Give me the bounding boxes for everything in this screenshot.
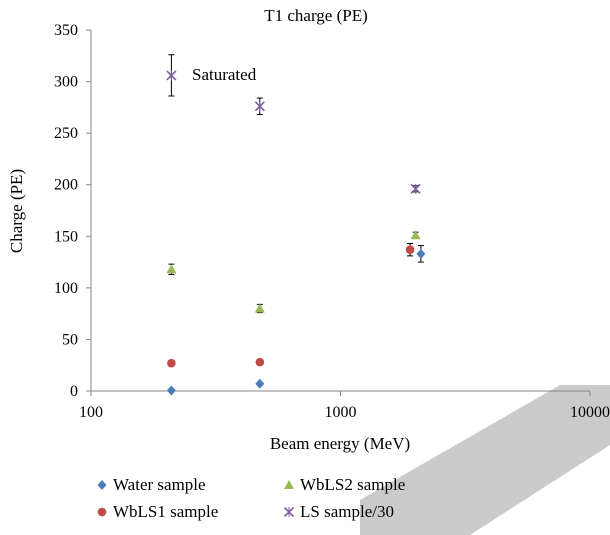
legend-label: Water sample bbox=[113, 475, 206, 494]
x-ticks: 100 1000 10000 bbox=[79, 391, 610, 421]
y-axis-label: Charge (PE) bbox=[7, 169, 26, 253]
data-point bbox=[255, 378, 265, 389]
y-tick-label: 300 bbox=[54, 74, 78, 91]
data-markers bbox=[166, 70, 426, 396]
legend: Water sample WbLS1 sample WbLS2 sample LS s… bbox=[97, 475, 405, 521]
data-point bbox=[166, 70, 177, 81]
legend-item: LS sample/30 bbox=[283, 502, 394, 521]
x-tick-label: 10000 bbox=[570, 404, 610, 421]
legend-marker bbox=[97, 480, 107, 490]
data-point bbox=[166, 385, 176, 396]
error-bars bbox=[168, 54, 424, 314]
legend-item: WbLS2 sample bbox=[284, 475, 405, 494]
y-tick-label: 150 bbox=[54, 228, 78, 245]
data-point bbox=[410, 183, 421, 194]
y-tick-label: 250 bbox=[54, 125, 78, 142]
legend-marker bbox=[97, 507, 107, 517]
data-point bbox=[410, 230, 421, 240]
legend-label: WbLS1 sample bbox=[113, 502, 218, 521]
y-ticks: 0 50 100 150 200 250 300 350 bbox=[54, 22, 91, 400]
legend-item: Water sample bbox=[97, 475, 206, 494]
y-tick-label: 50 bbox=[62, 331, 78, 348]
data-point bbox=[254, 303, 265, 313]
x-tick-label: 100 bbox=[79, 404, 103, 421]
y-tick-label: 100 bbox=[54, 280, 78, 297]
data-point bbox=[167, 358, 176, 368]
legend-marker bbox=[283, 506, 295, 518]
x-tick-label: 1000 bbox=[325, 404, 357, 421]
chart-title: T1 charge (PE) bbox=[264, 6, 368, 25]
y-tick-label: 0 bbox=[70, 383, 78, 400]
x-axis-label: Beam energy (MeV) bbox=[270, 434, 410, 453]
y-tick-label: 200 bbox=[54, 177, 78, 194]
data-point bbox=[416, 248, 426, 259]
y-tick-label: 350 bbox=[54, 22, 78, 39]
data-point bbox=[255, 357, 265, 367]
legend-marker bbox=[284, 480, 294, 489]
data-point bbox=[254, 101, 265, 112]
saturated-annotation: Saturated bbox=[192, 65, 257, 84]
axes bbox=[90, 30, 590, 392]
watermark-arrow bbox=[360, 385, 610, 535]
data-point bbox=[405, 245, 415, 254]
data-point bbox=[166, 264, 177, 274]
legend-label: LS sample/30 bbox=[300, 502, 394, 521]
legend-item: WbLS1 sample bbox=[97, 502, 218, 521]
legend-label: WbLS2 sample bbox=[300, 475, 405, 494]
